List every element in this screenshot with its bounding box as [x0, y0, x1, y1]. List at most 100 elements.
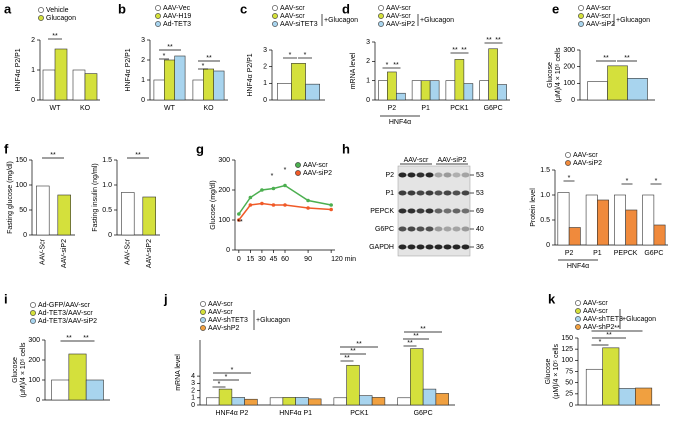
bar: [346, 364, 360, 406]
y-tick-label: 0: [569, 402, 573, 409]
blot-lane-label: AAV-scr: [404, 157, 429, 164]
blot-band: [407, 208, 416, 214]
significance: **: [135, 152, 141, 159]
y-tick-label: 1.5: [102, 157, 112, 164]
significance: *: [304, 52, 307, 59]
legend-label: AAV-siP2: [303, 170, 332, 177]
y-tick-label: 200: [563, 64, 575, 71]
legend-label: AAV-scr: [208, 301, 233, 308]
y-tick-label: 0: [263, 97, 267, 104]
bar: [454, 59, 465, 101]
bar: [359, 395, 373, 406]
bar: [213, 70, 225, 101]
legend-note: +Glucagon: [324, 17, 358, 24]
legend-label: Ad-GFP/AAV-scr: [38, 302, 91, 309]
y-axis-label: (μM)/4 × 10⁵ cells: [553, 344, 560, 399]
bar: [435, 393, 449, 406]
significance: **: [614, 325, 620, 332]
significance: **: [606, 332, 612, 339]
bar: [653, 224, 666, 246]
blot-row-label: G6PC: [375, 226, 394, 233]
blot-band: [416, 226, 425, 232]
y-tick-label: 3: [141, 37, 145, 44]
bar: [142, 196, 157, 236]
legend-label: AAV-scr: [583, 308, 608, 315]
y-axis-label: Fasting insulin (ng/ml): [92, 163, 99, 231]
blot-row-label: P2: [385, 172, 394, 179]
point: [283, 183, 287, 188]
bar: [333, 397, 347, 406]
legend-marker: [272, 13, 278, 19]
legend-label: AAV-scr: [573, 152, 598, 159]
legend-label: AAV-shP2: [583, 324, 614, 331]
x-tick-label: 60: [281, 256, 289, 263]
significance: **: [83, 335, 89, 342]
y-tick-label: 100: [28, 377, 40, 384]
legend-note: +Glucagon: [420, 17, 454, 24]
legend-marker: [200, 301, 206, 307]
y-tick-label: 0: [226, 247, 230, 254]
significance: **: [603, 55, 609, 62]
y-axis-label: Glucose (mg/dl): [210, 180, 217, 229]
y-tick-label: 100: [218, 217, 230, 224]
significance: **: [356, 341, 362, 348]
blot-size-label: 36: [476, 244, 484, 251]
significance: **: [407, 340, 413, 347]
bar: [269, 397, 284, 406]
legend-marker: [155, 13, 161, 19]
legend-marker: [378, 5, 384, 11]
significance: **: [167, 44, 173, 51]
legend-marker: [578, 21, 584, 27]
x-tick-label: 30: [258, 256, 266, 263]
legend-marker: [155, 5, 161, 11]
point: [248, 203, 253, 207]
y-tick-label: 1.0: [540, 192, 550, 199]
x-tick-label: HNF4α P2: [215, 410, 248, 417]
bar: [164, 59, 176, 101]
y-tick-label: 50: [19, 207, 27, 214]
blot-lane-label: AAV-siP2: [437, 157, 466, 164]
bar: [153, 79, 165, 101]
legend-marker: [378, 13, 384, 19]
y-axis-label: mRNA level: [350, 52, 357, 89]
y-axis-label: (μM)/4 × 10⁵ cells: [20, 342, 27, 397]
y-tick-label: 0: [36, 397, 40, 404]
legend-marker: [200, 317, 206, 323]
blot-band: [416, 172, 425, 178]
legend-marker: [575, 324, 581, 330]
point: [237, 212, 241, 216]
y-tick-label: 0: [108, 232, 112, 239]
y-tick-label: 3: [366, 39, 370, 46]
legend-label: Ad-TET3/AAV-scr: [38, 310, 93, 317]
blot-band: [443, 226, 452, 232]
bar: [557, 192, 570, 246]
blot-band: [407, 244, 416, 250]
x-tick-label: HNF4α P1: [279, 410, 312, 417]
significance: **: [52, 33, 58, 40]
y-axis-label: (μM)/4 × 10⁵ cells: [555, 47, 562, 102]
legend-label: AAV-scr: [386, 13, 411, 20]
blot-row-label: P1: [385, 190, 394, 197]
x-tick-label: G6PC: [484, 105, 503, 112]
legend-marker: [272, 21, 278, 27]
significance: **: [486, 37, 492, 44]
blot-band: [434, 226, 443, 232]
bar: [396, 92, 406, 101]
blot-band: [461, 226, 470, 232]
bar: [378, 80, 388, 101]
y-tick-label: 100: [15, 182, 27, 189]
y-tick-label: 0: [141, 97, 145, 104]
legend-label: AAV-scr: [586, 5, 611, 12]
y-tick-label: 1.5: [540, 167, 550, 174]
legend-marker: [272, 5, 278, 11]
legend-label: AAV-scr: [280, 5, 305, 12]
blot-band: [434, 172, 443, 178]
bar: [121, 192, 135, 236]
bar: [72, 69, 86, 101]
y-tick-label: 1: [263, 80, 267, 87]
x-tick-label: G6PC: [644, 250, 663, 257]
legend-label: AAV-scr: [208, 309, 233, 316]
